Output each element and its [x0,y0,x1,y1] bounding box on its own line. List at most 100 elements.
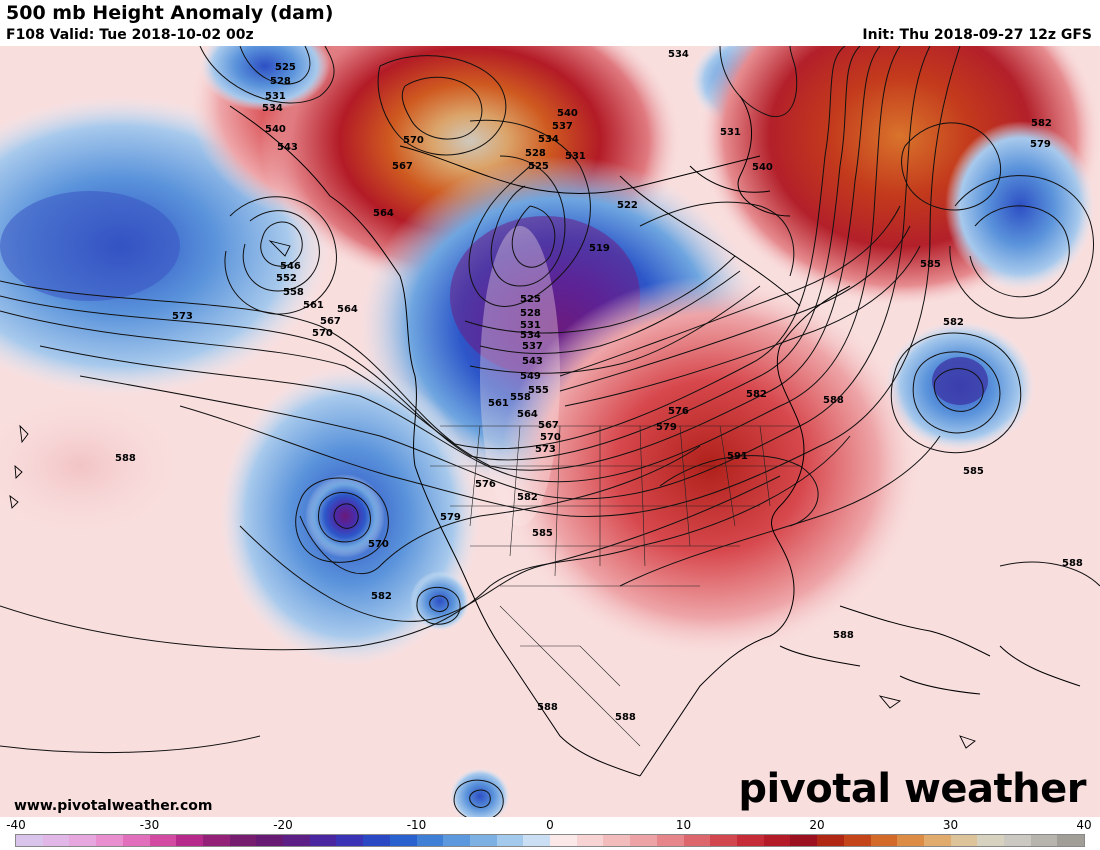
colorbar-tick-label: 20 [809,818,825,832]
colorbar-swatch [603,835,631,846]
height-label: 579 [1030,139,1051,150]
colorbar-swatch [1057,835,1085,846]
height-label: 573 [535,444,556,455]
colorbar-swatch [763,835,791,846]
anomaly-map-canvas: 525 528 531 534 540 543 546 552 558 561 … [0,46,1100,817]
height-label: 588 [823,395,844,406]
colorbar-swatch [736,835,764,846]
height-label: 543 [522,356,543,367]
height-label: 573 [172,311,193,322]
colorbar-tick-label: -40 [6,818,26,832]
colorbar-swatch [817,835,844,846]
height-label: 552 [276,273,297,284]
height-label: 582 [746,389,767,400]
colorbar-swatch [42,835,70,846]
colorbar-swatch [176,835,203,846]
height-label: 525 [275,62,296,73]
height-label: 576 [668,406,689,417]
height-label: 582 [943,317,964,328]
height-label: 558 [283,287,304,298]
height-label: 540 [752,162,773,173]
height-label: 585 [532,528,553,539]
colorbar-swatch [416,835,444,846]
colorbar-swatch [336,835,364,846]
height-label: 525 [528,161,549,172]
height-label: 570 [368,539,389,550]
colorbar-swatch [683,835,711,846]
weather-map[interactable]: 525 528 531 534 540 543 546 552 558 561 … [0,46,1100,817]
height-label: 582 [517,492,538,503]
height-label: 528 [520,308,541,319]
height-label: 543 [277,142,298,153]
colorbar-swatch [256,835,284,846]
height-label: 534 [520,330,541,341]
height-label: 531 [720,127,741,138]
height-label: 549 [520,371,541,382]
height-label: 576 [475,479,496,490]
height-label: 564 [517,409,538,420]
height-label: 534 [262,103,283,114]
colorbar-swatch [149,835,177,846]
height-label: 558 [510,392,531,403]
height-label: 567 [538,420,559,431]
height-label: 528 [525,148,546,159]
height-label: 540 [265,124,286,135]
colorbar-tick-label: 10 [675,818,692,832]
state-borders [430,425,800,747]
height-label: 555 [528,385,549,396]
height-label: 540 [557,108,578,119]
colorbar-swatch [710,835,737,846]
height-contours [0,46,1100,817]
height-label: 534 [668,49,689,60]
website-url[interactable]: www.pivotalweather.com [14,798,213,814]
colorbar-swatch [1030,835,1058,846]
valid-time: F108 Valid: Tue 2018-10-02 00z [6,27,254,43]
colorbar-swatch [656,835,684,846]
colorbar-swatch [389,835,417,846]
height-label: 567 [320,316,341,327]
height-label: 564 [373,208,394,219]
height-label: 570 [312,328,333,339]
height-label: 588 [833,630,854,641]
height-label: 591 [727,451,748,462]
colorbar-tick-label: 30 [942,818,959,832]
height-label: 531 [565,151,586,162]
colorbar-swatch [283,835,310,846]
colorbar-swatch [843,835,871,846]
colorbar-swatch [96,835,123,846]
colorbar-swatch [1004,835,1031,846]
height-label: 582 [1031,118,1052,129]
height-label: 537 [522,341,543,352]
colorbar-swatch [523,835,551,846]
brand-logo: pivotal weather [738,766,1086,812]
map-header: 500 mb Height Anomaly (dam) F108 Valid: … [0,0,1100,46]
colorbar-swatch [363,835,390,846]
init-time: Init: Thu 2018-09-27 12z GFS [862,27,1092,43]
colorbar-tick-label: -10 [406,818,427,832]
height-labels: 525 528 531 534 540 543 546 552 558 561 … [115,49,1083,723]
colorbar-swatch [16,835,43,846]
colorbar-swatch [469,835,497,846]
height-label: 588 [115,453,136,464]
colorbar-swatch [897,835,924,846]
colorbar-swatch [576,835,604,846]
height-label: 579 [440,512,461,523]
height-label: 570 [540,432,561,443]
height-label: 585 [963,466,984,477]
colorbar-legend: -40 -30 -20 -10 0 10 20 30 40 [0,817,1100,850]
height-label: 564 [337,304,358,315]
height-label: 570 [403,135,424,146]
height-label: 582 [371,591,392,602]
height-label: 567 [392,161,413,172]
colorbar-tick-label: 40 [1076,818,1092,832]
height-label: 531 [265,91,286,102]
height-label: 585 [920,259,941,270]
height-label: 522 [617,200,638,211]
height-label: 534 [538,134,559,145]
colorbar-swatch [69,835,97,846]
height-label: 588 [537,702,558,713]
colorbar-swatch [202,835,230,846]
colorbar-swatch [443,835,470,846]
colorbar-swatch [923,835,951,846]
colorbar-swatch [950,835,978,846]
